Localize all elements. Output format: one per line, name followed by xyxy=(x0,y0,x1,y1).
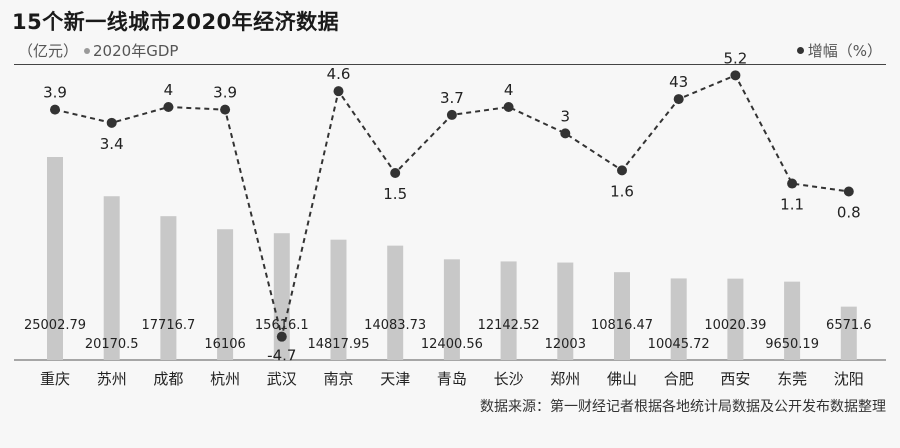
gdp-value-label-武汉: 15616.1 xyxy=(255,318,309,333)
growth-point-合肥 xyxy=(673,94,684,105)
gdp-bar-沈阳 xyxy=(840,306,857,360)
growth-point-南京 xyxy=(333,86,344,97)
gdp-bar-长沙 xyxy=(500,261,517,360)
category-label-长沙: 长沙 xyxy=(494,370,524,388)
growth-legend-label: 增幅（%） xyxy=(807,42,882,60)
gdp-bar-成都 xyxy=(160,216,177,360)
growth-value-label-天津: 1.5 xyxy=(383,185,407,203)
growth-legend: 增幅（%） xyxy=(796,40,882,61)
gdp-bar-东莞 xyxy=(784,281,801,360)
growth-point-西安 xyxy=(730,70,741,81)
category-label-重庆: 重庆 xyxy=(40,370,70,388)
growth-point-成都 xyxy=(163,102,174,112)
growth-point-杭州 xyxy=(220,104,231,115)
gdp-value-label-杭州: 16106 xyxy=(204,337,245,352)
gdp-bar-武汉 xyxy=(273,233,290,360)
growth-value-label-成都: 4 xyxy=(164,81,174,99)
category-label-杭州: 杭州 xyxy=(210,370,240,388)
gdp-bar-青岛 xyxy=(443,259,460,360)
growth-point-青岛 xyxy=(446,109,457,120)
gdp-value-label-成都: 17716.7 xyxy=(142,318,196,333)
growth-value-label-武汉: -4.7 xyxy=(267,347,296,365)
gdp-bar-苏州 xyxy=(103,196,120,360)
gdp-legend: （亿元） 2020年GDP xyxy=(18,40,178,61)
growth-point-重庆 xyxy=(50,104,60,115)
gdp-value-label-苏州: 20170.5 xyxy=(85,337,139,352)
gdp-value-label-沈阳: 6571.6 xyxy=(826,318,872,333)
growth-point-郑州 xyxy=(560,128,571,139)
gdp-value-label-合肥: 10045.72 xyxy=(648,337,710,352)
gdp-bar-杭州 xyxy=(217,229,234,360)
growth-value-label-佛山: 1.6 xyxy=(610,182,634,200)
category-label-佛山: 佛山 xyxy=(607,370,637,388)
category-label-沈阳: 沈阳 xyxy=(834,370,864,388)
growth-point-天津 xyxy=(390,168,401,178)
gdp-value-label-青岛: 12400.56 xyxy=(421,337,483,352)
growth-value-label-苏州: 3.4 xyxy=(100,135,124,153)
category-label-天津: 天津 xyxy=(380,370,410,388)
gdp-legend-label: 2020年GDP xyxy=(93,42,179,60)
gdp-value-label-重庆: 25002.79 xyxy=(24,318,86,333)
growth-point-佛山 xyxy=(617,165,627,176)
category-label-郑州: 郑州 xyxy=(550,370,580,388)
gdp-bar-合肥 xyxy=(670,278,687,360)
gdp-value-label-南京: 14817.95 xyxy=(307,337,369,352)
gdp-value-label-长沙: 12142.52 xyxy=(478,318,540,333)
category-label-合肥: 合肥 xyxy=(664,370,694,388)
growth-value-label-东莞: 1.1 xyxy=(780,196,804,214)
gdp-bar-重庆 xyxy=(47,157,63,360)
growth-point-苏州 xyxy=(106,117,117,128)
category-label-东莞: 东莞 xyxy=(777,370,807,388)
chart-title: 15个新一线城市2020年经济数据 xyxy=(12,10,340,34)
growth-value-label-沈阳: 0.8 xyxy=(837,203,861,221)
growth-value-label-合肥: 43 xyxy=(669,73,688,91)
growth-value-label-郑州: 3 xyxy=(561,107,571,125)
growth-value-label-青岛: 3.7 xyxy=(440,89,464,107)
category-label-武汉: 武汉 xyxy=(267,370,297,388)
unit-label: （亿元） xyxy=(18,42,79,60)
gdp-bar-郑州 xyxy=(557,262,574,360)
gdp-bar-西安 xyxy=(727,278,744,360)
header-divider xyxy=(14,64,886,65)
gdp-value-label-天津: 14083.73 xyxy=(364,318,426,333)
gdp-value-label-西安: 10020.39 xyxy=(704,318,766,333)
data-source-note: 数据来源：第一财经记者根据各地统计局数据及公开发布数据整理 xyxy=(480,399,886,415)
growth-point-沈阳 xyxy=(843,186,854,197)
gdp-value-label-郑州: 12003 xyxy=(545,337,586,352)
category-label-西安: 西安 xyxy=(720,370,750,388)
growth-value-label-重庆: 3.9 xyxy=(43,84,67,102)
growth-value-label-南京: 4.6 xyxy=(327,65,351,83)
gdp-value-label-佛山: 10816.47 xyxy=(591,318,653,333)
growth-value-label-杭州: 3.9 xyxy=(213,84,237,102)
gdp-value-label-东莞: 9650.19 xyxy=(765,337,819,352)
gdp-legend-dot-icon xyxy=(84,47,91,54)
gdp-bar-佛山 xyxy=(614,272,630,360)
growth-value-label-长沙: 4 xyxy=(504,81,514,99)
gdp-bar-南京 xyxy=(330,239,347,360)
growth-value-label-西安: 5.2 xyxy=(723,49,747,67)
category-label-青岛: 青岛 xyxy=(437,370,467,388)
category-label-南京: 南京 xyxy=(323,370,353,388)
gdp-bar-天津 xyxy=(387,245,404,360)
growth-point-武汉 xyxy=(276,331,287,342)
growth-point-长沙 xyxy=(503,102,514,112)
category-label-成都: 成都 xyxy=(153,370,183,388)
growth-point-东莞 xyxy=(787,178,798,189)
growth-legend-dot-icon xyxy=(796,47,804,54)
category-label-苏州: 苏州 xyxy=(97,370,127,388)
